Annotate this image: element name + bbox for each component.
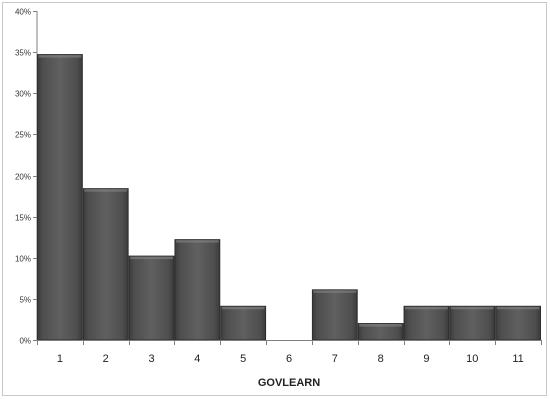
bar bbox=[37, 54, 83, 341]
bar bbox=[357, 323, 404, 341]
x-axis-title: GOVLEARN bbox=[258, 377, 320, 389]
bar bbox=[495, 305, 542, 341]
x-tick-label: 5 bbox=[240, 353, 246, 365]
x-tick-label: 10 bbox=[466, 353, 478, 365]
bar bbox=[449, 305, 496, 341]
x-tick-label: 11 bbox=[512, 353, 523, 365]
y-tick-label: 20% bbox=[15, 173, 31, 182]
x-axis: 1 2 3 4 5 6 7 8 9 10 11 bbox=[37, 340, 542, 365]
x-tick-label: 8 bbox=[378, 353, 384, 365]
bars bbox=[37, 54, 542, 341]
y-tick-label: 0% bbox=[19, 337, 31, 346]
y-tick-label: 30% bbox=[15, 90, 31, 99]
bar bbox=[128, 255, 175, 341]
bar bbox=[220, 305, 267, 341]
y-tick-label: 15% bbox=[15, 214, 31, 223]
x-tick-label: 4 bbox=[194, 353, 200, 365]
bar bbox=[174, 239, 221, 341]
y-tick-label: 10% bbox=[15, 255, 31, 264]
y-tick-label: 35% bbox=[15, 49, 31, 58]
bar bbox=[403, 305, 450, 341]
x-tick-label: 2 bbox=[103, 353, 109, 365]
y-tick-label: 40% bbox=[15, 8, 31, 17]
y-tick-label: 25% bbox=[15, 131, 31, 140]
y-axis: 0% 5% 10% 15% 20% 25% 30% 35% 40% bbox=[15, 8, 38, 346]
x-tick-label: 9 bbox=[423, 353, 429, 365]
y-tick-label: 5% bbox=[19, 296, 31, 305]
bar bbox=[311, 289, 358, 341]
x-tick-label: 6 bbox=[286, 353, 292, 365]
x-tick-label: 1 bbox=[57, 353, 63, 365]
bar bbox=[82, 188, 129, 341]
x-tick-label: 3 bbox=[148, 353, 154, 365]
x-tick-label: 7 bbox=[332, 353, 338, 365]
